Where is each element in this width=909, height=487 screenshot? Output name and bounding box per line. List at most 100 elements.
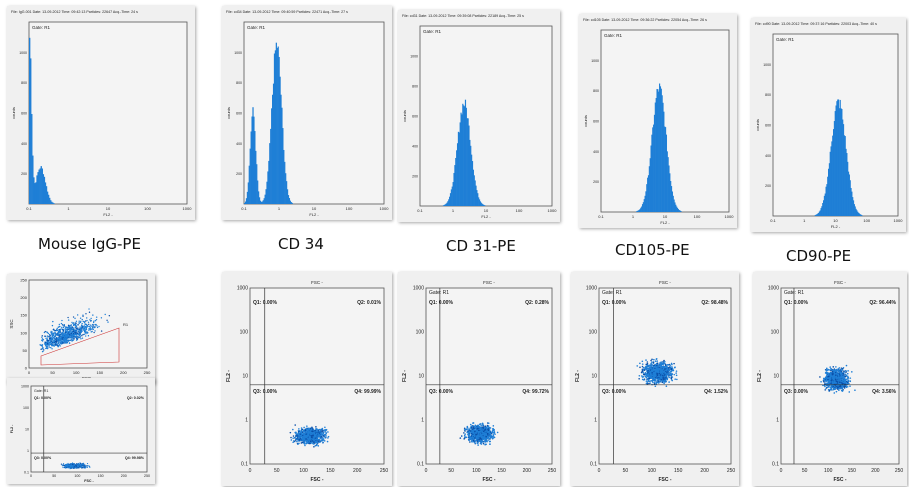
scatter-point: [322, 435, 325, 437]
scatter-point: [671, 373, 674, 375]
histogram-bar: [859, 214, 861, 216]
histogram-bar: [644, 195, 646, 212]
scatter-point: [664, 368, 666, 370]
scatter-point: [80, 338, 82, 340]
scatter-point: [45, 337, 47, 340]
scatter-point: [79, 335, 81, 338]
scatter-point: [62, 466, 64, 469]
scatter-point: [309, 427, 312, 430]
scatter-point: [306, 428, 309, 431]
x-tick-label: 0: [30, 474, 32, 478]
scatter-point: [68, 330, 71, 332]
scatter-point: [52, 341, 55, 343]
histogram-bar: [33, 177, 35, 204]
histogram-bar: [37, 172, 39, 204]
histogram-bar: [45, 186, 48, 204]
x-tick-label: 250: [144, 474, 150, 478]
y-axis-label: counts: [226, 107, 231, 119]
x-tick-label: 100: [472, 468, 481, 474]
scatter-point: [68, 342, 71, 344]
scatter-point: [58, 342, 60, 344]
gate-label: Gate: R1: [423, 29, 442, 34]
scatter-point: [305, 442, 307, 445]
y-axis-label: FL2 -: [10, 424, 14, 433]
quadrant-q3-label: Q3: 0.00%: [602, 389, 626, 395]
histogram-bar: [846, 153, 848, 216]
histogram-bar: [454, 165, 456, 206]
histogram-bar: [53, 203, 55, 204]
histogram-bar: [816, 214, 818, 216]
scatter-point: [316, 436, 319, 439]
scatter-point: [305, 439, 308, 442]
scatter-point: [91, 325, 93, 327]
scatter-point: [490, 432, 493, 435]
scatter-point: [468, 434, 470, 437]
scatter-point: [40, 348, 42, 351]
histogram-bar: [451, 186, 453, 206]
histogram-header-text: File: cd105 Date: 13-09-2012 Time: 09:36…: [583, 18, 707, 22]
scatter-point: [60, 341, 62, 343]
scatter-point: [61, 324, 64, 326]
scatter-point: [67, 465, 69, 467]
histogram-bar: [843, 135, 845, 216]
scatter-point: [847, 370, 849, 372]
x-axis-label: FSC -: [310, 477, 323, 483]
histogram-bar: [247, 182, 249, 204]
histogram-bar: [464, 99, 467, 206]
scatter-point: [71, 463, 74, 465]
scatter-point: [675, 374, 678, 377]
x-axis-label: FSC -: [658, 477, 671, 483]
y-tick-label: 400: [412, 145, 418, 149]
histogram-bar: [42, 174, 45, 204]
scatter-point: [673, 366, 676, 369]
scatter-point: [666, 363, 669, 366]
scatter-point: [667, 371, 669, 373]
scatter-point: [661, 370, 663, 373]
scatter-point: [82, 327, 84, 330]
scatter-point: [491, 435, 493, 437]
scatter-point: [484, 443, 486, 446]
scatter-point: [472, 422, 474, 424]
x-tick-label: 50: [52, 474, 56, 478]
scatter-point: [482, 442, 485, 445]
x-tick-label: 200: [523, 468, 532, 474]
scatter-point: [482, 429, 485, 431]
histogram-bar: [260, 201, 263, 204]
histogram-bar: [34, 183, 36, 204]
scatter-point: [641, 369, 644, 372]
scatter-point: [55, 334, 57, 336]
scatter-point: [74, 336, 76, 338]
scatter-point: [843, 374, 845, 376]
scatter-point: [485, 435, 488, 438]
scatter-point: [81, 327, 83, 329]
histogram-bar: [284, 161, 286, 204]
x-tick-label: 0.1: [26, 206, 32, 211]
scatter-point: [670, 367, 673, 370]
scatter-point: [44, 330, 46, 333]
scatter-point: [473, 425, 476, 428]
histogram-bar: [648, 166, 650, 212]
scatter-point: [75, 320, 78, 322]
scatter-point: [659, 368, 662, 370]
scatter-point: [314, 433, 316, 436]
scatter-point: [47, 344, 49, 346]
scatter-point: [665, 380, 667, 382]
scatter-point: [489, 427, 492, 429]
scatter-point: [319, 431, 321, 433]
scatter-point: [81, 337, 84, 339]
x-tick-label: 50: [623, 468, 629, 474]
scatter-point: [66, 335, 68, 338]
scatter-point: [470, 437, 473, 439]
scatter-point: [660, 364, 662, 367]
scatter-point: [660, 361, 662, 363]
scatter-point: [82, 320, 84, 323]
scatter-point: [62, 331, 64, 334]
histogram-bar: [443, 204, 445, 206]
scatter-point: [44, 335, 46, 337]
scatter-point: [654, 360, 657, 363]
scatter-point: [662, 368, 664, 371]
scatter-point: [650, 359, 652, 362]
scatter-point: [68, 335, 70, 338]
scatter-point: [54, 343, 56, 346]
histogram-bar: [281, 107, 283, 204]
